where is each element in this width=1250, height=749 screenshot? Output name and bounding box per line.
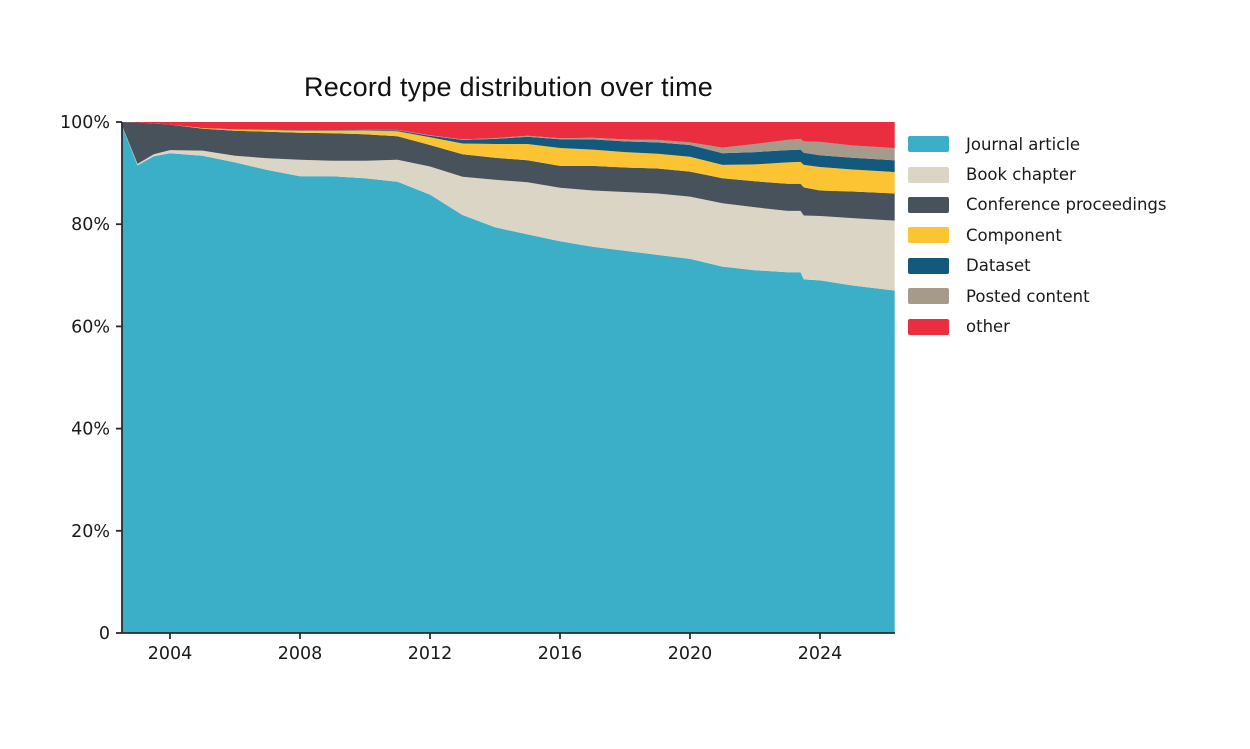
legend-label: Book chapter bbox=[966, 165, 1076, 185]
y-tick-label: 60% bbox=[71, 317, 110, 337]
legend-label: Dataset bbox=[966, 256, 1031, 276]
y-tick-label: 40% bbox=[71, 420, 110, 440]
area-component bbox=[122, 122, 895, 194]
legend-label: Component bbox=[966, 225, 1062, 245]
x-tick-label: 2004 bbox=[148, 644, 193, 664]
area-book-chapter bbox=[122, 125, 895, 291]
legend-item-dataset: Dataset bbox=[908, 251, 1166, 281]
legend-swatch-icon bbox=[908, 257, 949, 274]
area-journal-article bbox=[122, 126, 895, 633]
legend-swatch-icon bbox=[908, 318, 949, 335]
chart-title: Record type distribution over time bbox=[304, 72, 713, 102]
y-tick-label: 100% bbox=[60, 113, 110, 133]
legend-swatch-icon bbox=[908, 136, 949, 153]
y-tick-label: 20% bbox=[71, 522, 110, 542]
legend-item-posted-content: Posted content bbox=[908, 281, 1166, 311]
legend: Journal article Book chapter Conference pr… bbox=[908, 129, 1166, 342]
y-tick-label: 0 bbox=[99, 624, 110, 644]
x-tick-label: 2008 bbox=[278, 644, 323, 664]
x-tick-label: 2016 bbox=[538, 644, 583, 664]
x-tick-label: 2020 bbox=[668, 644, 713, 664]
legend-item-journal-article: Journal article bbox=[908, 129, 1166, 159]
legend-label: Posted content bbox=[966, 286, 1090, 306]
legend-item-component: Component bbox=[908, 220, 1166, 250]
x-tick-label: 2024 bbox=[798, 644, 843, 664]
legend-label: Conference proceedings bbox=[966, 195, 1167, 215]
area-conference-proceedings bbox=[122, 122, 895, 221]
legend-label: Journal article bbox=[966, 134, 1081, 154]
x-tick-label: 2012 bbox=[408, 644, 453, 664]
y-tick-label: 80% bbox=[71, 215, 110, 235]
legend-item-conference-proceedings: Conference proceedings bbox=[908, 190, 1166, 220]
legend-swatch-icon bbox=[908, 166, 949, 183]
legend-swatch-icon bbox=[908, 227, 949, 244]
legend-label: other bbox=[966, 317, 1010, 337]
legend-item-book-chapter: Book chapter bbox=[908, 159, 1166, 189]
legend-item-other: other bbox=[908, 311, 1166, 341]
area-dataset bbox=[122, 122, 895, 173]
legend-swatch-icon bbox=[908, 196, 949, 213]
legend-swatch-icon bbox=[908, 288, 949, 305]
area-other bbox=[122, 122, 895, 149]
